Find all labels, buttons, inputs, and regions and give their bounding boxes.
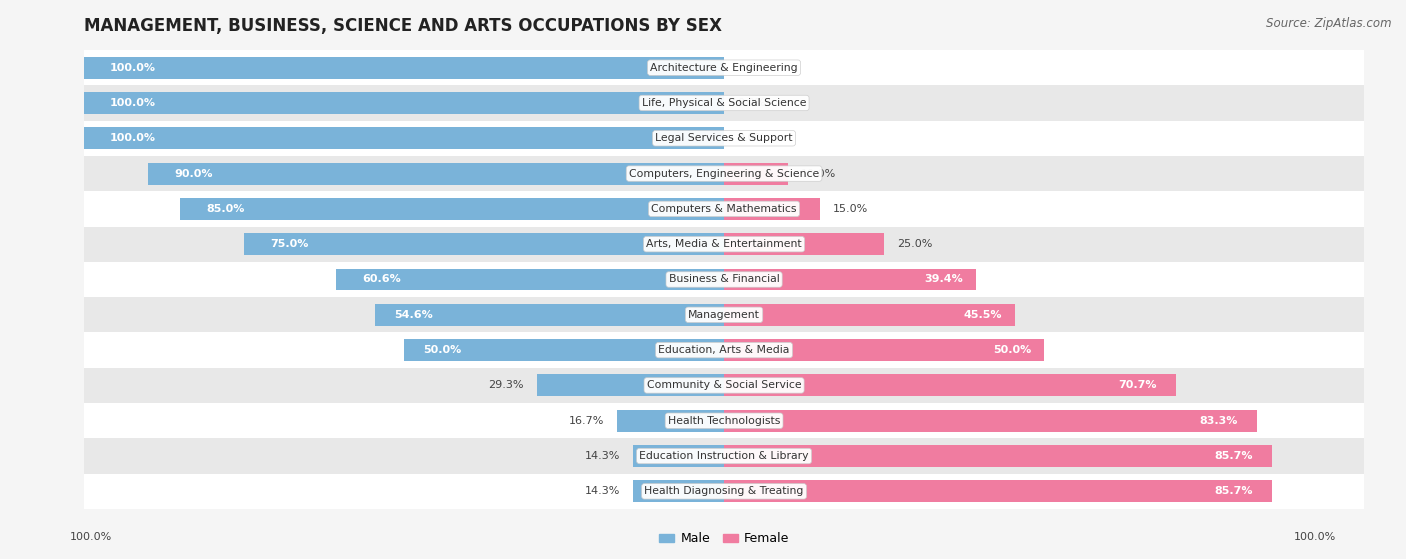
Bar bbox=[724, 268, 976, 291]
Text: Life, Physical & Social Science: Life, Physical & Social Science bbox=[643, 98, 806, 108]
Bar bbox=[724, 163, 787, 184]
Text: 0.0%: 0.0% bbox=[737, 63, 765, 73]
Bar bbox=[724, 339, 1043, 361]
Text: 25.0%: 25.0% bbox=[897, 239, 932, 249]
Text: Source: ZipAtlas.com: Source: ZipAtlas.com bbox=[1267, 17, 1392, 30]
Bar bbox=[84, 438, 1364, 473]
Bar bbox=[537, 375, 724, 396]
Text: 100.0%: 100.0% bbox=[1294, 532, 1336, 542]
Text: Architecture & Engineering: Architecture & Engineering bbox=[651, 63, 797, 73]
Text: 15.0%: 15.0% bbox=[832, 204, 868, 214]
Bar bbox=[84, 191, 1364, 226]
Bar bbox=[405, 339, 724, 361]
Bar bbox=[84, 86, 1364, 121]
Bar bbox=[149, 163, 724, 184]
Bar bbox=[84, 368, 1364, 403]
Text: 0.0%: 0.0% bbox=[737, 98, 765, 108]
Bar bbox=[180, 198, 724, 220]
Bar bbox=[724, 375, 1177, 396]
Bar bbox=[84, 473, 1364, 509]
Text: 10.0%: 10.0% bbox=[801, 169, 837, 178]
Text: 100.0%: 100.0% bbox=[110, 98, 156, 108]
Bar bbox=[617, 410, 724, 432]
Bar bbox=[84, 262, 1364, 297]
Text: 45.5%: 45.5% bbox=[965, 310, 1002, 320]
Bar bbox=[84, 333, 1364, 368]
Bar bbox=[84, 121, 1364, 156]
Text: 85.7%: 85.7% bbox=[1215, 451, 1253, 461]
Text: 50.0%: 50.0% bbox=[993, 345, 1031, 355]
Text: Management: Management bbox=[688, 310, 761, 320]
Text: Community & Social Service: Community & Social Service bbox=[647, 381, 801, 390]
Bar bbox=[375, 304, 724, 326]
Text: 83.3%: 83.3% bbox=[1199, 416, 1237, 426]
Bar bbox=[84, 92, 724, 114]
Text: Education, Arts & Media: Education, Arts & Media bbox=[658, 345, 790, 355]
Text: 60.6%: 60.6% bbox=[361, 274, 401, 285]
Text: 100.0%: 100.0% bbox=[110, 133, 156, 143]
Bar bbox=[84, 56, 724, 79]
Bar bbox=[724, 233, 884, 255]
Bar bbox=[633, 480, 724, 503]
Text: 54.6%: 54.6% bbox=[394, 310, 433, 320]
Text: 39.4%: 39.4% bbox=[925, 274, 963, 285]
Text: 70.7%: 70.7% bbox=[1119, 381, 1157, 390]
Text: 29.3%: 29.3% bbox=[488, 381, 524, 390]
Text: Business & Financial: Business & Financial bbox=[669, 274, 779, 285]
Text: Health Diagnosing & Treating: Health Diagnosing & Treating bbox=[644, 486, 804, 496]
Text: 100.0%: 100.0% bbox=[110, 63, 156, 73]
Text: 0.0%: 0.0% bbox=[737, 133, 765, 143]
Bar bbox=[84, 156, 1364, 191]
Text: Computers, Engineering & Science: Computers, Engineering & Science bbox=[628, 169, 820, 178]
Text: Legal Services & Support: Legal Services & Support bbox=[655, 133, 793, 143]
Text: 16.7%: 16.7% bbox=[569, 416, 605, 426]
Legend: Male, Female: Male, Female bbox=[654, 527, 794, 550]
Text: 90.0%: 90.0% bbox=[174, 169, 212, 178]
Text: Health Technologists: Health Technologists bbox=[668, 416, 780, 426]
Text: 50.0%: 50.0% bbox=[423, 345, 461, 355]
Text: Arts, Media & Entertainment: Arts, Media & Entertainment bbox=[647, 239, 801, 249]
Bar bbox=[84, 297, 1364, 333]
Text: 14.3%: 14.3% bbox=[585, 451, 620, 461]
Bar bbox=[84, 403, 1364, 438]
Bar bbox=[84, 50, 1364, 86]
Text: Education Instruction & Library: Education Instruction & Library bbox=[640, 451, 808, 461]
Text: 75.0%: 75.0% bbox=[270, 239, 308, 249]
Bar bbox=[633, 445, 724, 467]
Bar bbox=[724, 304, 1015, 326]
Text: Computers & Mathematics: Computers & Mathematics bbox=[651, 204, 797, 214]
Text: 85.7%: 85.7% bbox=[1215, 486, 1253, 496]
Text: 100.0%: 100.0% bbox=[70, 532, 112, 542]
Text: 14.3%: 14.3% bbox=[585, 486, 620, 496]
Bar bbox=[724, 480, 1272, 503]
Bar bbox=[724, 445, 1272, 467]
Bar bbox=[336, 268, 724, 291]
Text: 85.0%: 85.0% bbox=[205, 204, 245, 214]
Bar bbox=[724, 410, 1257, 432]
Text: MANAGEMENT, BUSINESS, SCIENCE AND ARTS OCCUPATIONS BY SEX: MANAGEMENT, BUSINESS, SCIENCE AND ARTS O… bbox=[84, 17, 723, 35]
Bar bbox=[724, 198, 820, 220]
Bar bbox=[245, 233, 724, 255]
Bar bbox=[84, 127, 724, 149]
Bar bbox=[84, 226, 1364, 262]
